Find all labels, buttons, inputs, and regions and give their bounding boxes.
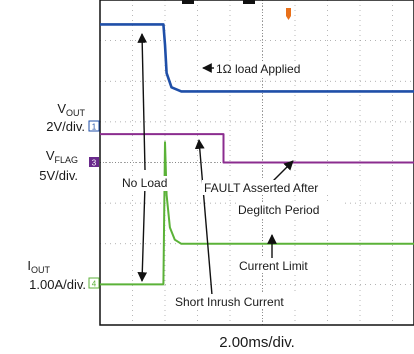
ch4-marker: 4 bbox=[88, 277, 100, 289]
inrush-arrow bbox=[194, 139, 213, 296]
time-base-label: 2.00ms/div. bbox=[219, 334, 295, 351]
ch1-marker: 1 bbox=[88, 120, 100, 132]
annotation-current-limit: Current Limit bbox=[239, 259, 308, 273]
vflag-scale: 5V/div. bbox=[39, 168, 78, 183]
vout-scale: 2V/div. bbox=[46, 119, 85, 134]
trace-v-flag bbox=[100, 133, 414, 164]
no-load-arrow-down bbox=[137, 184, 148, 282]
top-header-fragment bbox=[243, 0, 255, 4]
trigger-marker bbox=[286, 8, 291, 20]
trace-i-out bbox=[100, 141, 414, 286]
svg-text:4: 4 bbox=[92, 280, 97, 289]
svg-text:3: 3 bbox=[92, 159, 97, 168]
annotation-deglitch: Deglitch Period bbox=[238, 203, 319, 217]
annotation-no-load: No Load bbox=[122, 176, 167, 190]
ch3-marker: 3 bbox=[89, 157, 99, 168]
no-load-arrow-up bbox=[137, 33, 148, 171]
annotation-fault-asserted: FAULT Asserted After bbox=[204, 181, 318, 195]
vout-label: VOUT bbox=[57, 101, 85, 118]
plot-frame bbox=[99, 0, 414, 326]
top-header-fragment bbox=[182, 0, 194, 4]
traces bbox=[100, 23, 414, 286]
annotation-inrush: Short Inrush Current bbox=[175, 295, 284, 309]
vflag-label: VFLAG bbox=[46, 148, 78, 165]
trace-v-out bbox=[100, 23, 414, 93]
iout-scale: 1.00A/div. bbox=[29, 277, 86, 292]
iout-label: IOUT bbox=[27, 258, 50, 275]
svg-text:1: 1 bbox=[92, 123, 97, 132]
annotation-load-applied: 1Ω load Applied bbox=[216, 62, 300, 76]
